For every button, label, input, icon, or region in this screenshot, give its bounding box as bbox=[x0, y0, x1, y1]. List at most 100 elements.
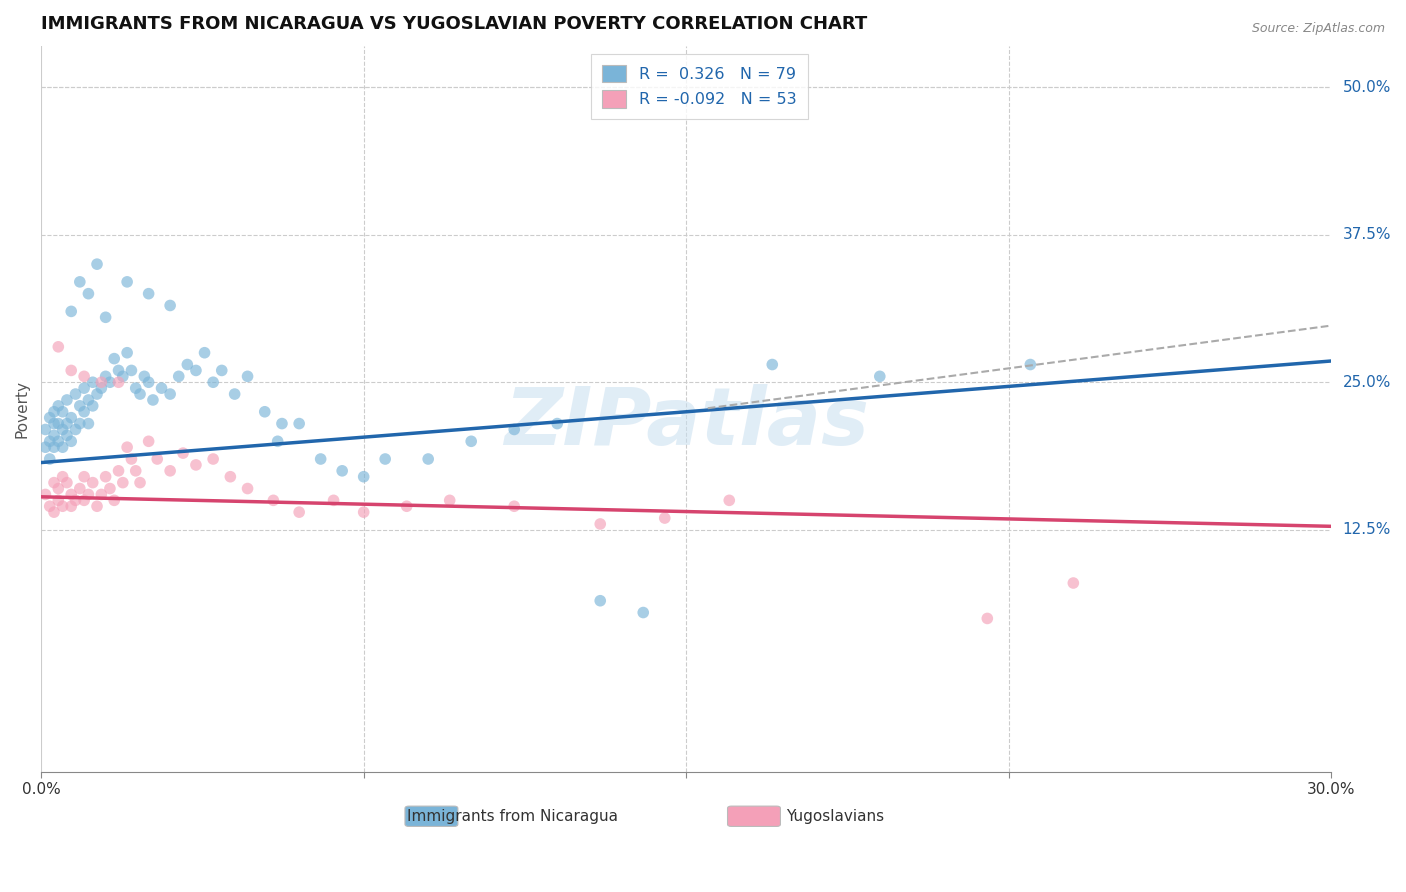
Y-axis label: Poverty: Poverty bbox=[15, 380, 30, 438]
Point bbox=[120, 452, 142, 467]
Point bbox=[38, 452, 60, 467]
Point bbox=[288, 417, 311, 431]
Text: 37.5%: 37.5% bbox=[1343, 227, 1391, 242]
Point bbox=[65, 493, 87, 508]
Point bbox=[134, 369, 156, 384]
Point bbox=[224, 387, 246, 401]
Point bbox=[69, 399, 91, 413]
Point bbox=[98, 376, 121, 390]
Point bbox=[60, 500, 83, 514]
Point bbox=[46, 434, 69, 449]
Point bbox=[167, 369, 190, 384]
Point bbox=[236, 369, 259, 384]
Point bbox=[374, 452, 396, 467]
Point bbox=[82, 399, 104, 413]
Point bbox=[42, 440, 65, 454]
Point bbox=[503, 500, 526, 514]
Point bbox=[90, 376, 112, 390]
Text: Source: ZipAtlas.com: Source: ZipAtlas.com bbox=[1251, 22, 1385, 36]
Point bbox=[159, 464, 181, 478]
Point bbox=[150, 381, 173, 395]
Point bbox=[82, 475, 104, 490]
Point bbox=[761, 358, 783, 372]
Point bbox=[52, 422, 75, 436]
Point bbox=[42, 417, 65, 431]
Point bbox=[73, 405, 96, 419]
Point bbox=[288, 505, 311, 519]
Point bbox=[631, 606, 654, 620]
Point bbox=[869, 369, 891, 384]
Text: Immigrants from Nicaragua: Immigrants from Nicaragua bbox=[406, 810, 617, 824]
Point bbox=[330, 464, 353, 478]
Point bbox=[52, 500, 75, 514]
Text: 50.0%: 50.0% bbox=[1343, 79, 1391, 95]
Point bbox=[236, 482, 259, 496]
Point bbox=[69, 482, 91, 496]
Point bbox=[460, 434, 482, 449]
Point bbox=[322, 493, 344, 508]
Point bbox=[69, 417, 91, 431]
Point bbox=[253, 405, 276, 419]
Point bbox=[103, 493, 125, 508]
Point bbox=[60, 304, 83, 318]
Point bbox=[56, 392, 79, 407]
Point bbox=[129, 387, 152, 401]
Point bbox=[159, 298, 181, 312]
Point bbox=[42, 475, 65, 490]
Point bbox=[86, 387, 108, 401]
Point bbox=[46, 340, 69, 354]
Point bbox=[159, 387, 181, 401]
Point bbox=[73, 469, 96, 483]
Point bbox=[103, 351, 125, 366]
Point bbox=[90, 487, 112, 501]
Point bbox=[976, 611, 998, 625]
Point bbox=[60, 410, 83, 425]
Point bbox=[94, 310, 117, 325]
Point bbox=[46, 399, 69, 413]
FancyBboxPatch shape bbox=[405, 806, 458, 827]
Point bbox=[193, 345, 215, 359]
Point bbox=[65, 387, 87, 401]
Point bbox=[107, 363, 129, 377]
Point bbox=[52, 440, 75, 454]
Point bbox=[90, 381, 112, 395]
Point bbox=[77, 417, 100, 431]
Point bbox=[94, 369, 117, 384]
Point bbox=[503, 422, 526, 436]
Point bbox=[202, 376, 225, 390]
Point bbox=[125, 381, 148, 395]
Point bbox=[120, 363, 142, 377]
Point bbox=[56, 475, 79, 490]
Point bbox=[34, 440, 56, 454]
Point bbox=[98, 482, 121, 496]
Text: ZIPatlas: ZIPatlas bbox=[503, 384, 869, 462]
Point bbox=[38, 410, 60, 425]
Point bbox=[107, 464, 129, 478]
Point bbox=[589, 516, 612, 531]
Point bbox=[65, 422, 87, 436]
Point bbox=[146, 452, 169, 467]
Legend: R =  0.326   N = 79, R = -0.092   N = 53: R = 0.326 N = 79, R = -0.092 N = 53 bbox=[591, 54, 807, 119]
Point bbox=[77, 487, 100, 501]
FancyBboxPatch shape bbox=[727, 806, 780, 827]
Text: 25.0%: 25.0% bbox=[1343, 375, 1391, 390]
Point bbox=[309, 452, 332, 467]
Point bbox=[42, 428, 65, 442]
Point bbox=[38, 434, 60, 449]
Point bbox=[77, 286, 100, 301]
Point bbox=[115, 440, 138, 454]
Point bbox=[138, 434, 160, 449]
Point bbox=[172, 446, 194, 460]
Point bbox=[86, 257, 108, 271]
Point bbox=[52, 405, 75, 419]
Point bbox=[115, 345, 138, 359]
Point bbox=[34, 487, 56, 501]
Point bbox=[56, 417, 79, 431]
Point bbox=[654, 511, 676, 525]
Point bbox=[107, 376, 129, 390]
Point bbox=[86, 500, 108, 514]
Point bbox=[202, 452, 225, 467]
Point bbox=[60, 487, 83, 501]
Point bbox=[138, 376, 160, 390]
Point bbox=[52, 469, 75, 483]
